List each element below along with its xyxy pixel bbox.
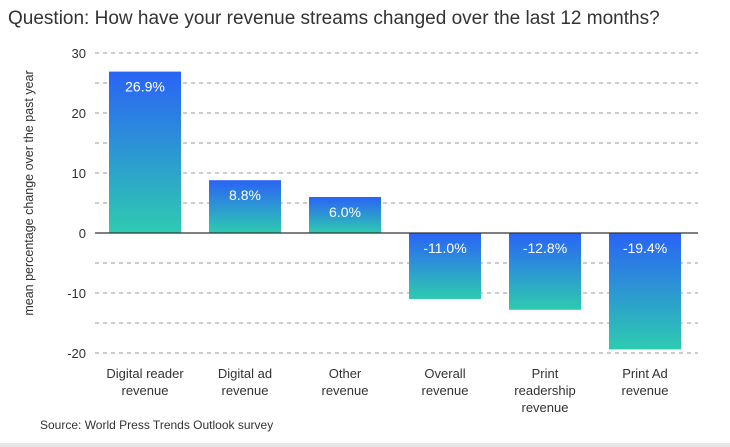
bar-value-label: 8.8% [229,187,261,203]
bar-value-label: -12.8% [523,240,567,256]
y-tick-label: -10 [67,286,86,301]
x-tick-label: Print Ad revenue [622,366,669,398]
bar [609,233,681,350]
y-tick-label: 0 [79,226,86,241]
y-axis-label: mean percentage change over the past yea… [22,70,36,315]
x-tick-label: Print readership revenue [514,366,575,415]
y-tick-label: 20 [72,106,86,121]
y-tick-label: -20 [67,346,86,361]
chart-title: Question: How have your revenue streams … [8,8,660,29]
x-tick-label: Digital reader revenue [106,366,184,398]
y-tick-label: 10 [72,166,86,181]
x-tick-label: Other revenue [322,366,369,398]
bar [109,71,181,233]
x-tick-label: Overall revenue [422,366,469,398]
x-tick-label: Digital ad revenue [218,366,272,398]
bar-value-label: -19.4% [623,240,667,256]
bar [209,180,281,233]
bottom-divider [0,443,730,447]
bar-value-label: -11.0% [423,240,466,256]
bar [409,233,481,299]
bar-value-label: 26.9% [125,79,165,95]
source-note: Source: World Press Trends Outlook surve… [40,418,274,432]
bar [309,197,381,233]
bar-value-label: 6.0% [329,204,361,220]
bar [509,233,581,310]
y-tick-label: 30 [72,46,86,61]
